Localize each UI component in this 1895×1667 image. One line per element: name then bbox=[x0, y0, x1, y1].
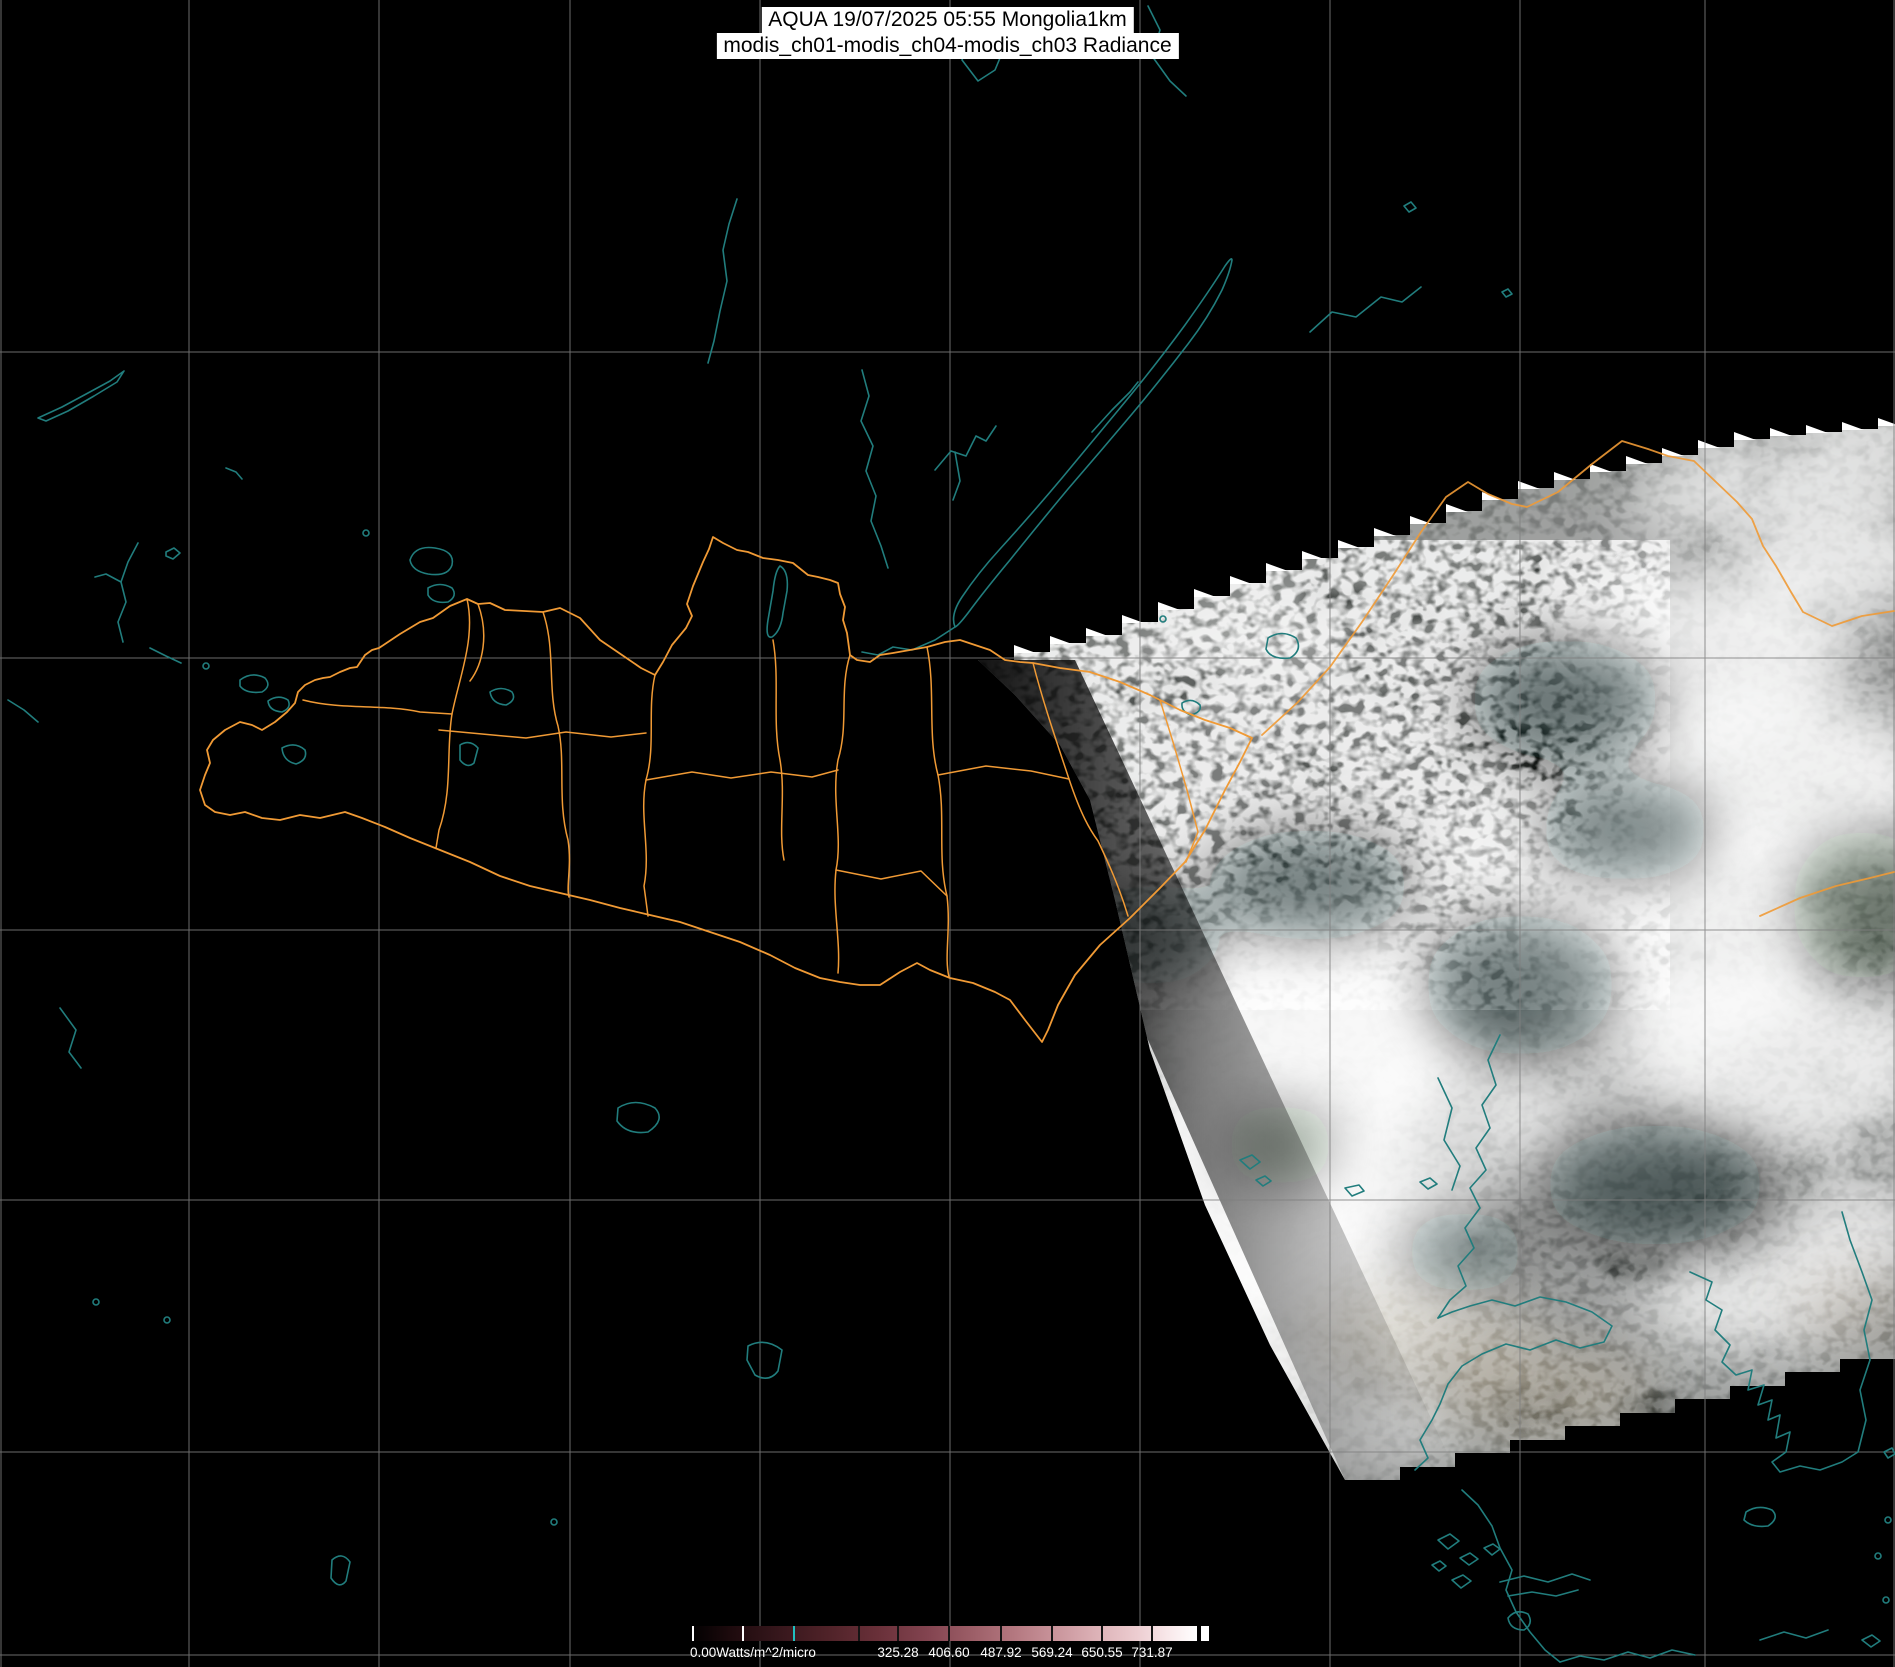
product-title: AQUA 19/07/2025 05:55 Mongolia1km bbox=[761, 7, 1134, 33]
colorbar-tick bbox=[1151, 1626, 1153, 1641]
colorbar-tick bbox=[742, 1626, 744, 1641]
colorbar-tick bbox=[948, 1626, 950, 1641]
mongolia-outline bbox=[199, 536, 1253, 1043]
colorbar-tick bbox=[1051, 1626, 1053, 1641]
colorbar-tick bbox=[793, 1626, 795, 1641]
colorbar-tick-label: 325.28 bbox=[877, 1645, 919, 1660]
colorbar-tick-label: 406.60 bbox=[928, 1645, 970, 1660]
colorbar-tick-label: 650.55 bbox=[1081, 1645, 1123, 1660]
colorbar-tick-label: 731.87 bbox=[1131, 1645, 1173, 1660]
colorbar-tick bbox=[1000, 1626, 1002, 1641]
satellite-swath-image bbox=[978, 424, 1895, 1480]
border-layer bbox=[199, 440, 1895, 1043]
colorbar-tick bbox=[897, 1626, 899, 1641]
colorbar-tick-label: 569.24 bbox=[1031, 1645, 1073, 1660]
colorbar-unit-label: 0.00Watts/m^2/micro bbox=[690, 1645, 816, 1660]
coastline-layer bbox=[7, 5, 1895, 1663]
swath-edge-teeth bbox=[1014, 418, 1895, 653]
russia-china-border bbox=[1261, 440, 1895, 736]
colorbar: 0.00Watts/m^2/micro 325.28 406.60 487.92 56… bbox=[690, 1624, 1250, 1666]
colorbar-endcap bbox=[1201, 1626, 1209, 1641]
border-segment-east bbox=[1759, 871, 1895, 917]
colorbar-tick bbox=[692, 1626, 694, 1641]
product-subtitle: modis_ch01-modis_ch04-modis_ch03 Radianc… bbox=[716, 33, 1179, 59]
colorbar-tick-label: 487.92 bbox=[980, 1645, 1022, 1660]
colorbar-gradient bbox=[690, 1626, 1197, 1641]
province-borders bbox=[302, 598, 1199, 978]
colorbar-tick bbox=[858, 1626, 860, 1641]
colorbar-tick bbox=[1101, 1626, 1103, 1641]
